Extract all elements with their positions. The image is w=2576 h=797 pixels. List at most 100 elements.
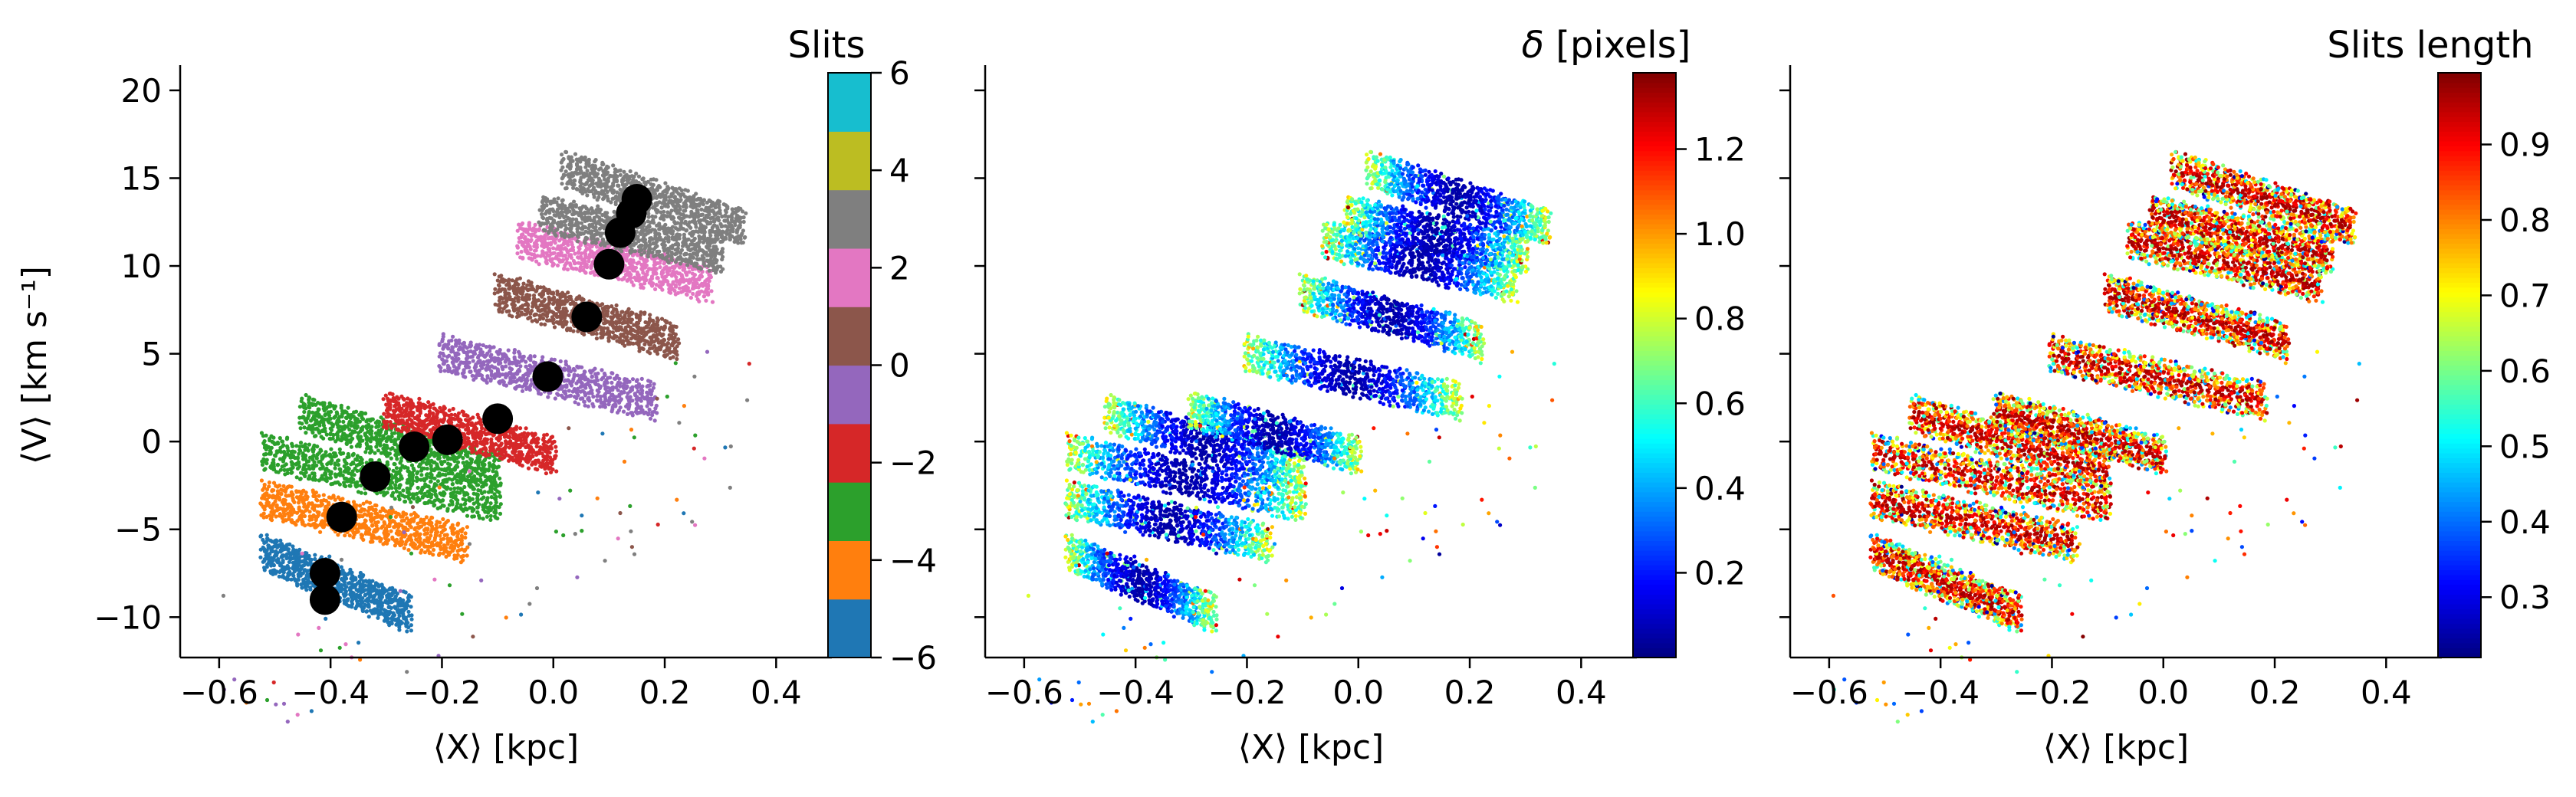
scatter-point <box>363 518 367 523</box>
scatter-point <box>397 484 402 488</box>
scatter-point <box>399 523 404 528</box>
scatter-point <box>475 412 480 417</box>
scatter-point <box>319 435 324 439</box>
scatter-point <box>301 577 306 582</box>
scatter-point <box>297 505 301 510</box>
scatter-point <box>508 371 512 376</box>
scatter-point <box>512 355 517 359</box>
scatter-point <box>554 469 559 474</box>
scatter-point <box>531 454 535 458</box>
scatter-point <box>549 435 554 440</box>
scatter-point <box>398 621 402 625</box>
scatter-point <box>572 372 577 377</box>
scatter-point <box>479 373 485 378</box>
scatter-point <box>280 464 284 469</box>
scatter-point <box>445 363 451 368</box>
scatter-point <box>441 536 446 541</box>
scatter-point <box>264 461 269 466</box>
scatter-point <box>648 351 652 356</box>
scatter-point <box>357 593 362 598</box>
scatter-point <box>310 471 315 476</box>
scatter-point <box>446 471 451 476</box>
scatter-point <box>406 466 410 471</box>
scatter-point <box>341 419 346 425</box>
scatter-point <box>535 436 540 441</box>
scatter-point <box>401 396 406 401</box>
scatter-point <box>526 431 531 436</box>
scatter-point <box>495 367 500 372</box>
scatter-point <box>264 458 269 462</box>
scatter-point <box>655 411 659 415</box>
scatter-point <box>511 301 515 306</box>
scatter-point <box>465 553 469 558</box>
scatter-point <box>504 295 508 300</box>
scatter-point <box>606 336 611 340</box>
scatter-point <box>297 500 301 505</box>
scatter-point <box>485 376 490 380</box>
scatter-point <box>301 415 306 420</box>
scatter-point <box>578 396 583 401</box>
scatter-point <box>442 406 447 411</box>
scatter-point <box>428 428 432 433</box>
scatter-point <box>392 431 397 435</box>
scatter-point <box>281 443 286 448</box>
scatter-point <box>337 472 341 477</box>
scatter-point <box>504 372 508 376</box>
scatter-point <box>409 617 414 622</box>
scatter-point <box>310 523 315 527</box>
scatter-point <box>324 498 328 503</box>
scatter-point <box>402 546 406 550</box>
scatter-point <box>291 556 297 560</box>
scatter-point <box>553 396 557 401</box>
scatter-point <box>640 384 645 389</box>
scatter-point <box>451 490 455 495</box>
scatter-point <box>461 558 465 562</box>
scatter-point <box>284 437 289 441</box>
scatter-point <box>406 548 411 553</box>
scatter-point <box>675 356 679 362</box>
scatter-point <box>456 521 461 526</box>
scatter-point <box>498 511 503 517</box>
scatter-point <box>495 484 499 489</box>
scatter-point <box>388 423 393 428</box>
scatter-point <box>416 514 420 519</box>
scatter-point <box>403 590 408 595</box>
scatter-point <box>637 338 642 343</box>
scatter-point <box>533 360 538 366</box>
scatter-point <box>473 345 478 349</box>
scatter-point <box>418 543 422 547</box>
scatter-point <box>610 388 615 392</box>
scatter-point <box>445 461 451 466</box>
scatter-point <box>526 316 531 321</box>
scatter-point <box>260 462 264 467</box>
scatter-point <box>453 351 458 356</box>
scatter-point <box>347 533 352 538</box>
scatter-point <box>472 352 478 356</box>
scatter-point <box>390 519 395 523</box>
scatter-point <box>329 447 334 451</box>
scatter-point <box>301 563 307 568</box>
scatter-point <box>338 467 343 472</box>
scatter-point <box>284 518 288 523</box>
scatter-point <box>366 615 371 619</box>
scatter-point <box>266 543 271 548</box>
scatter-point <box>283 567 288 572</box>
scatter-point <box>388 391 393 396</box>
scatter-point <box>281 507 286 511</box>
scatter-point <box>330 422 335 428</box>
scatter-point <box>534 458 539 463</box>
scatter-point <box>386 605 391 610</box>
scatter-point <box>363 602 367 607</box>
scatter-point <box>261 457 266 461</box>
scatter-point <box>613 402 618 407</box>
scatter-point <box>365 442 370 447</box>
scatter-point <box>524 426 528 431</box>
scatter-point <box>351 530 356 535</box>
scatter-point <box>489 353 494 357</box>
scatter-point <box>409 613 414 618</box>
scatter-point <box>319 520 324 524</box>
scatter-point <box>463 535 468 540</box>
scatter-point <box>463 531 468 536</box>
scatter-point <box>288 572 292 577</box>
